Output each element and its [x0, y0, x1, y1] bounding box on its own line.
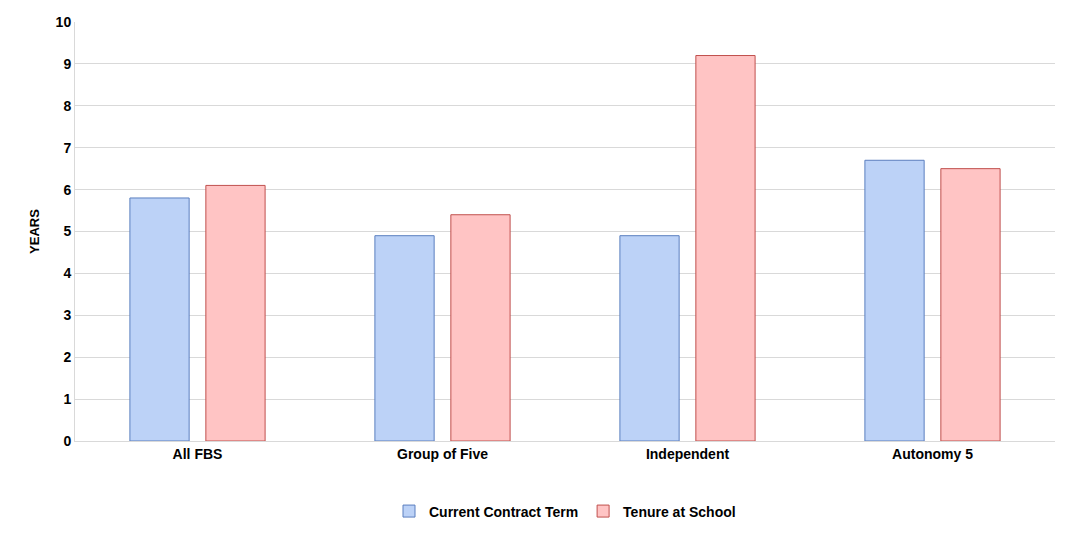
svg-text:Tenure at School: Tenure at School: [623, 504, 736, 520]
svg-text:5: 5: [63, 223, 71, 239]
svg-text:Group of Five: Group of Five: [397, 446, 488, 462]
svg-text:0: 0: [63, 433, 71, 449]
svg-text:4: 4: [63, 265, 71, 281]
svg-text:Autonomy 5: Autonomy 5: [892, 446, 973, 462]
svg-text:8: 8: [63, 98, 71, 114]
svg-text:1: 1: [63, 391, 71, 407]
svg-text:2: 2: [63, 349, 71, 365]
svg-text:All FBS: All FBS: [173, 446, 223, 462]
svg-text:6: 6: [63, 182, 71, 198]
svg-text:10: 10: [56, 14, 72, 30]
svg-text:Current Contract Term: Current Contract Term: [429, 504, 578, 520]
svg-text:Independent: Independent: [646, 446, 730, 462]
svg-text:YEARS: YEARS: [27, 209, 42, 254]
svg-text:3: 3: [63, 307, 71, 323]
svg-text:7: 7: [63, 140, 71, 156]
svg-text:9: 9: [63, 56, 71, 72]
